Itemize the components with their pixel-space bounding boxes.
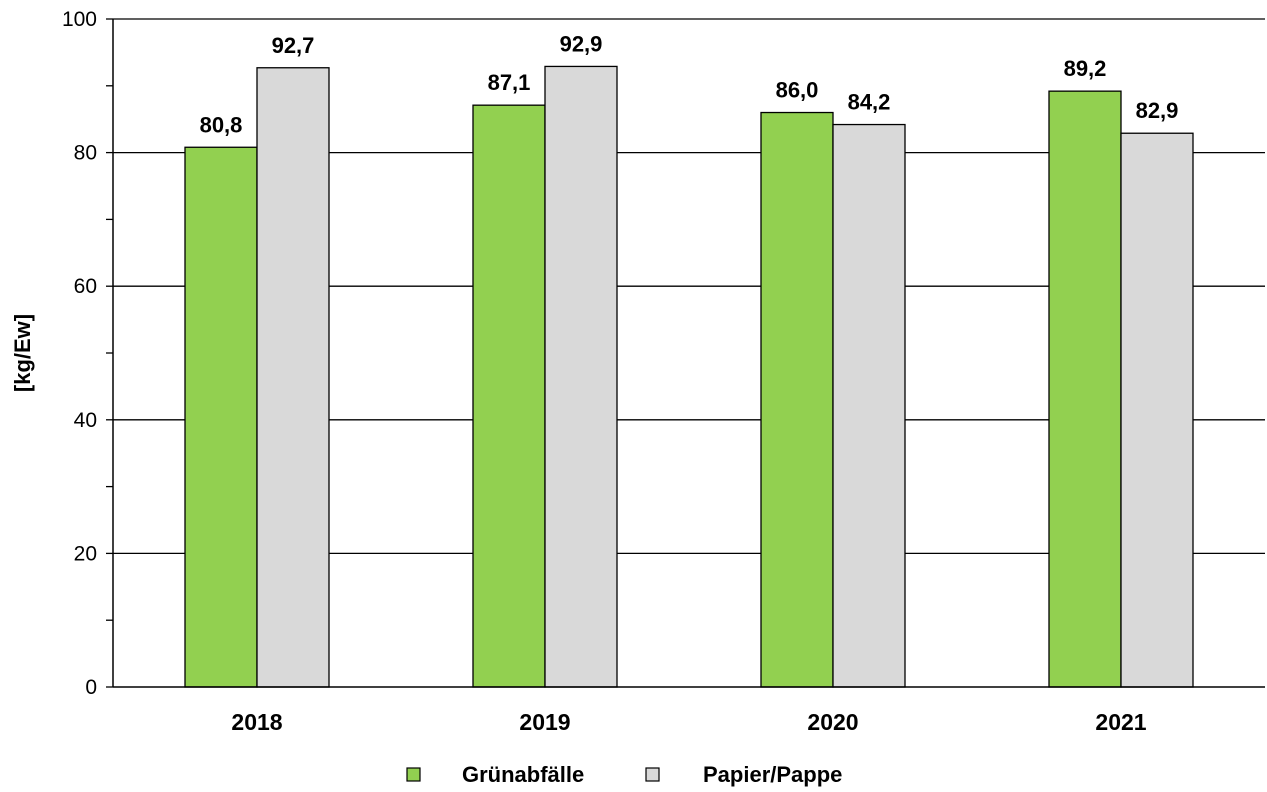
bar — [256, 67, 330, 688]
data-labels: 80,8 92,7 87,1 92,9 86,0 84,2 89,2 82,9 — [200, 31, 1179, 137]
bar — [760, 111, 834, 688]
y-tick-label: 20 — [74, 542, 97, 565]
bar — [184, 146, 258, 688]
data-label: 80,8 — [200, 112, 243, 137]
y-tick-label: 100 — [62, 8, 97, 31]
x-tick-label: 2018 — [231, 709, 282, 735]
data-label: 87,1 — [488, 70, 531, 95]
data-label: 84,2 — [848, 90, 891, 115]
data-label: 89,2 — [1064, 56, 1107, 81]
y-tick-label: 60 — [74, 275, 97, 298]
data-label: 92,7 — [272, 33, 315, 58]
y-axis-label: [kg/Ew] — [10, 314, 35, 392]
legend-swatch — [645, 767, 660, 782]
data-label: 82,9 — [1136, 98, 1179, 123]
y-tick-labels: 0 20 40 60 80 100 — [62, 8, 97, 699]
x-tick-labels: 2018 2019 2020 2021 — [231, 709, 1146, 735]
data-label: 86,0 — [776, 78, 819, 103]
y-tick-label: 40 — [74, 409, 97, 432]
bar — [472, 104, 546, 688]
data-label: 92,9 — [560, 31, 603, 56]
bar — [832, 123, 906, 688]
legend: Grünabfälle Papier/Pappe — [406, 762, 842, 787]
x-tick-label: 2020 — [807, 709, 858, 735]
bar — [1120, 132, 1194, 688]
bar — [1048, 90, 1122, 688]
x-tick-label: 2021 — [1095, 709, 1146, 735]
legend-swatch — [406, 767, 421, 782]
bar — [544, 65, 618, 688]
x-tick-label: 2019 — [519, 709, 570, 735]
y-tick-label: 0 — [85, 676, 97, 699]
axes — [106, 18, 1265, 688]
bars — [184, 65, 1194, 688]
legend-label: Grünabfälle — [462, 762, 584, 787]
y-tick-label: 80 — [74, 142, 97, 165]
legend-label: Papier/Pappe — [703, 762, 842, 787]
